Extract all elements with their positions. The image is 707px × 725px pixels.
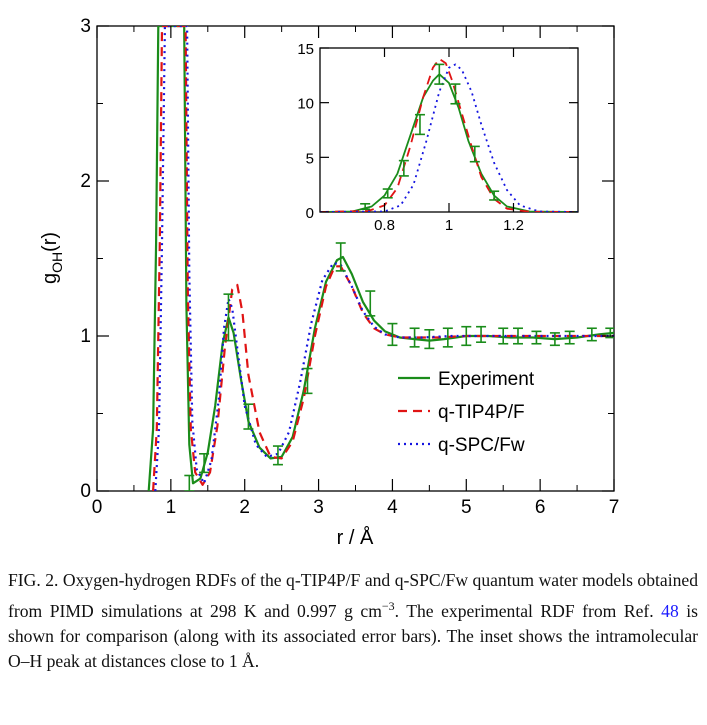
caption-text-part1: Oxygen-hydrogen RDFs of the q-TIP4P/F an… xyxy=(8,570,698,621)
main-x-tick-label: 7 xyxy=(609,497,620,518)
y-axis-title-main: g xyxy=(39,273,61,284)
main-x-tick-label: 6 xyxy=(535,497,546,518)
inset-error-bar xyxy=(382,188,393,199)
main-series-q-tip4p-f xyxy=(152,26,614,491)
caption-reference-link[interactable]: 48 xyxy=(661,600,679,621)
inset-x-tick-label: 0.8 xyxy=(374,217,395,234)
main-tick-labels-layer: 0 1 2 3 4 5 6 7 0 1 2 3 xyxy=(80,16,619,518)
main-y-tick-label: 0 xyxy=(80,481,91,502)
main-error-bar xyxy=(498,327,509,345)
main-error-bar xyxy=(199,452,210,474)
main-error-bar xyxy=(409,327,420,348)
main-x-tick-label: 3 xyxy=(313,497,324,518)
main-error-bar xyxy=(512,327,523,345)
main-error-bar xyxy=(564,330,575,345)
inset-y-tick-label: 15 xyxy=(297,41,314,58)
main-x-tick-label: 2 xyxy=(239,497,250,518)
main-error-bar xyxy=(461,325,472,347)
main-error-bar xyxy=(586,327,597,342)
svg-text:gOH(r): gOH(r) xyxy=(39,232,65,284)
main-error-bar xyxy=(387,322,398,347)
main-error-bar xyxy=(335,242,346,272)
legend-label: Experiment xyxy=(438,369,535,390)
inset-ticks-layer xyxy=(320,47,578,213)
main-ticks-layer xyxy=(96,25,615,492)
inset-error-bar xyxy=(414,113,425,136)
y-axis-title-sub: OH xyxy=(49,252,65,273)
main-error-bar xyxy=(272,445,283,466)
main-error-bar xyxy=(365,290,376,317)
inset-errorbar-layer xyxy=(360,63,500,211)
main-series-experiment xyxy=(147,26,614,491)
legend: Experiment q-TIP4P/F q-SPC/Fw xyxy=(398,369,535,456)
main-error-bar xyxy=(549,332,560,347)
legend-entry-q-tip4p-f: q-TIP4P/F xyxy=(398,402,525,423)
main-series-layer xyxy=(147,26,614,491)
main-plot-area xyxy=(147,26,614,491)
figure-caption: FIG. 2. Oxygen-hydrogen RDFs of the q-TI… xyxy=(8,568,698,675)
inset-x-tick-label: 1 xyxy=(445,217,453,234)
inset-y-tick-label: 5 xyxy=(306,150,314,167)
legend-label: q-TIP4P/F xyxy=(438,402,525,423)
main-error-bar xyxy=(223,293,234,342)
main-x-tick-label: 5 xyxy=(461,497,472,518)
inset-error-bar xyxy=(360,203,371,211)
caption-label: FIG. 2. xyxy=(8,570,59,590)
main-error-bar xyxy=(243,403,254,430)
main-x-tick-label: 4 xyxy=(387,497,398,518)
x-axis-title: r / Å xyxy=(337,526,374,549)
main-error-bar xyxy=(184,474,195,491)
main-error-bar xyxy=(424,328,435,350)
main-x-tick-label: 0 xyxy=(92,497,103,518)
inset-x-tick-label: 1.2 xyxy=(503,217,524,234)
caption-superscript: −3 xyxy=(381,598,395,613)
main-error-bar xyxy=(302,367,313,395)
inset-error-bar xyxy=(450,83,461,105)
inset-error-bar xyxy=(398,159,409,177)
inset-y-tick-label: 10 xyxy=(297,96,314,113)
main-series-q-spc-fw xyxy=(154,26,614,491)
caption-text-part2: . The experimental RDF from Ref. xyxy=(394,600,662,621)
inset-tick-labels-layer: 0.8 1 1.2 0 5 10 15 xyxy=(297,41,524,234)
caption-text-part3: is shown for comparison (along with its … xyxy=(8,600,698,672)
main-error-bar xyxy=(442,327,453,348)
inset-error-bar xyxy=(469,145,480,163)
inset-error-bar xyxy=(434,63,445,85)
main-error-bar xyxy=(476,325,487,344)
main-y-tick-label: 3 xyxy=(80,16,91,37)
main-error-bar xyxy=(531,330,542,345)
main-x-tick-label: 1 xyxy=(166,497,177,518)
main-y-tick-label: 1 xyxy=(80,326,91,347)
legend-entry-experiment: Experiment xyxy=(398,369,535,390)
main-y-tick-label: 2 xyxy=(80,171,91,192)
inset-error-bar xyxy=(489,190,500,201)
inset-background xyxy=(320,48,578,212)
legend-entry-q-spc-fw: q-SPC/Fw xyxy=(398,435,525,456)
inset-series-q-spc-fw xyxy=(320,63,578,212)
main-errorbar-layer xyxy=(184,242,614,491)
inset-y-tick-label: 0 xyxy=(306,205,314,222)
y-axis-title-tail: (r) xyxy=(39,232,61,252)
legend-label: q-SPC/Fw xyxy=(438,435,525,456)
inset-plot-area xyxy=(320,58,578,212)
inset-series-q-tip4p-f xyxy=(320,58,578,212)
y-axis-title: gOH(r) xyxy=(39,232,65,284)
